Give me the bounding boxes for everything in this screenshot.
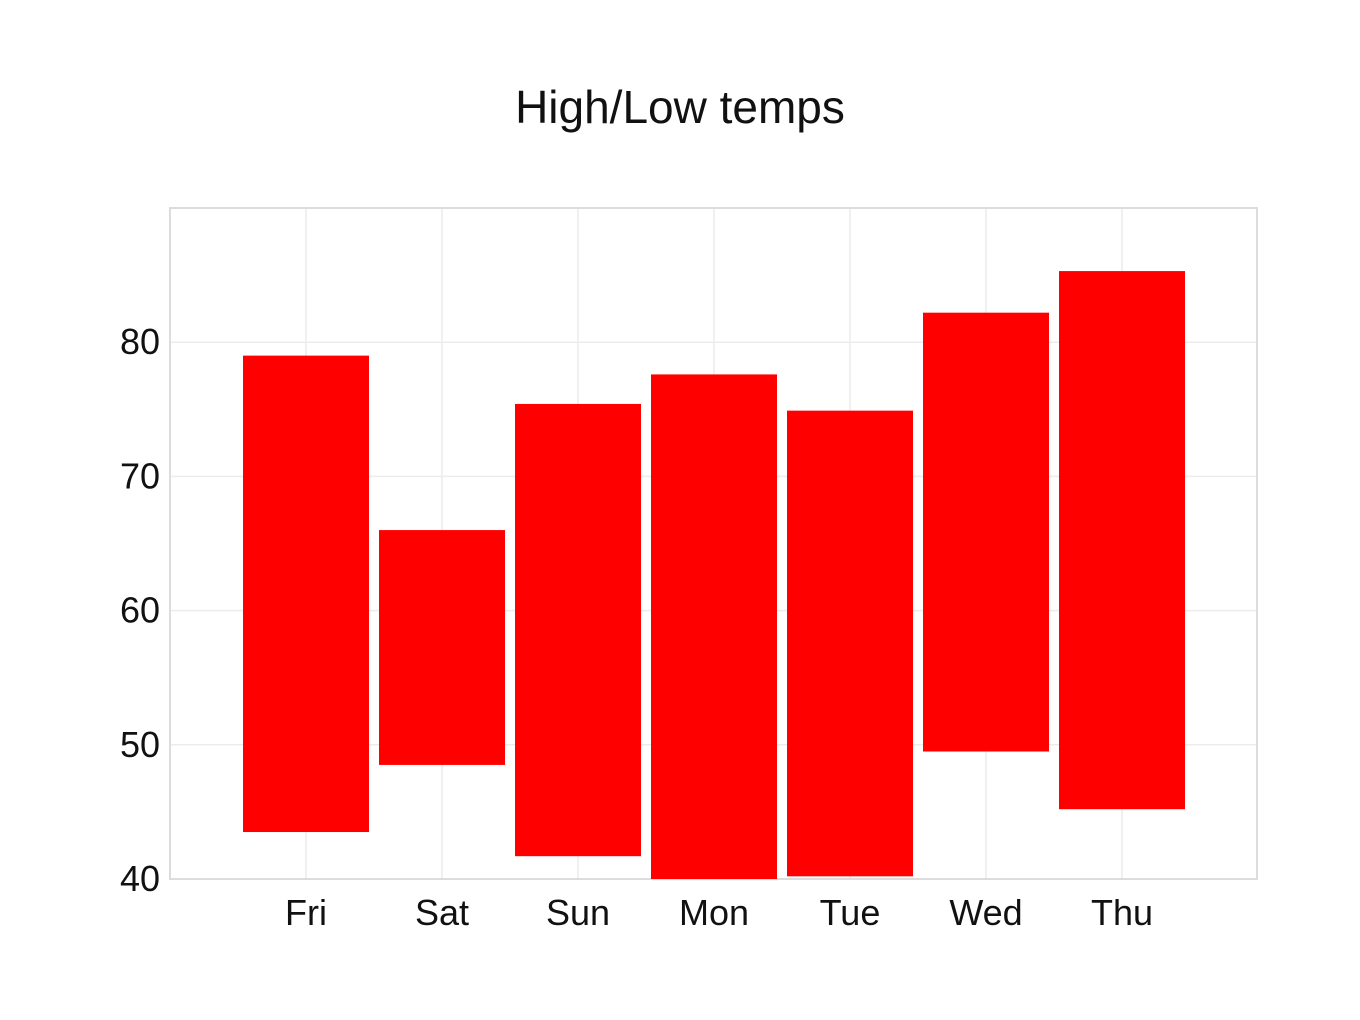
bar-sun [515, 403, 641, 857]
bar-fri [243, 355, 369, 833]
x-tick-label: Fri [285, 892, 327, 933]
x-tick-label: Mon [679, 892, 749, 933]
chart-title: High/Low temps [515, 81, 845, 133]
y-tick-label: 80 [120, 321, 160, 362]
y-tick-label: 60 [120, 590, 160, 631]
bar-tue [787, 410, 913, 877]
x-tick-label: Thu [1091, 892, 1153, 933]
bar-mon [651, 374, 777, 879]
y-tick-label: 40 [120, 858, 160, 899]
x-tick-label: Sat [415, 892, 469, 933]
x-tick-label: Wed [949, 892, 1022, 933]
y-tick-label: 50 [120, 724, 160, 765]
x-tick-label: Sun [546, 892, 610, 933]
bar-thu [1059, 271, 1185, 810]
bar-wed [923, 312, 1049, 752]
x-tick-label: Tue [820, 892, 881, 933]
y-tick-label: 70 [120, 455, 160, 496]
bar-sat [379, 530, 505, 765]
